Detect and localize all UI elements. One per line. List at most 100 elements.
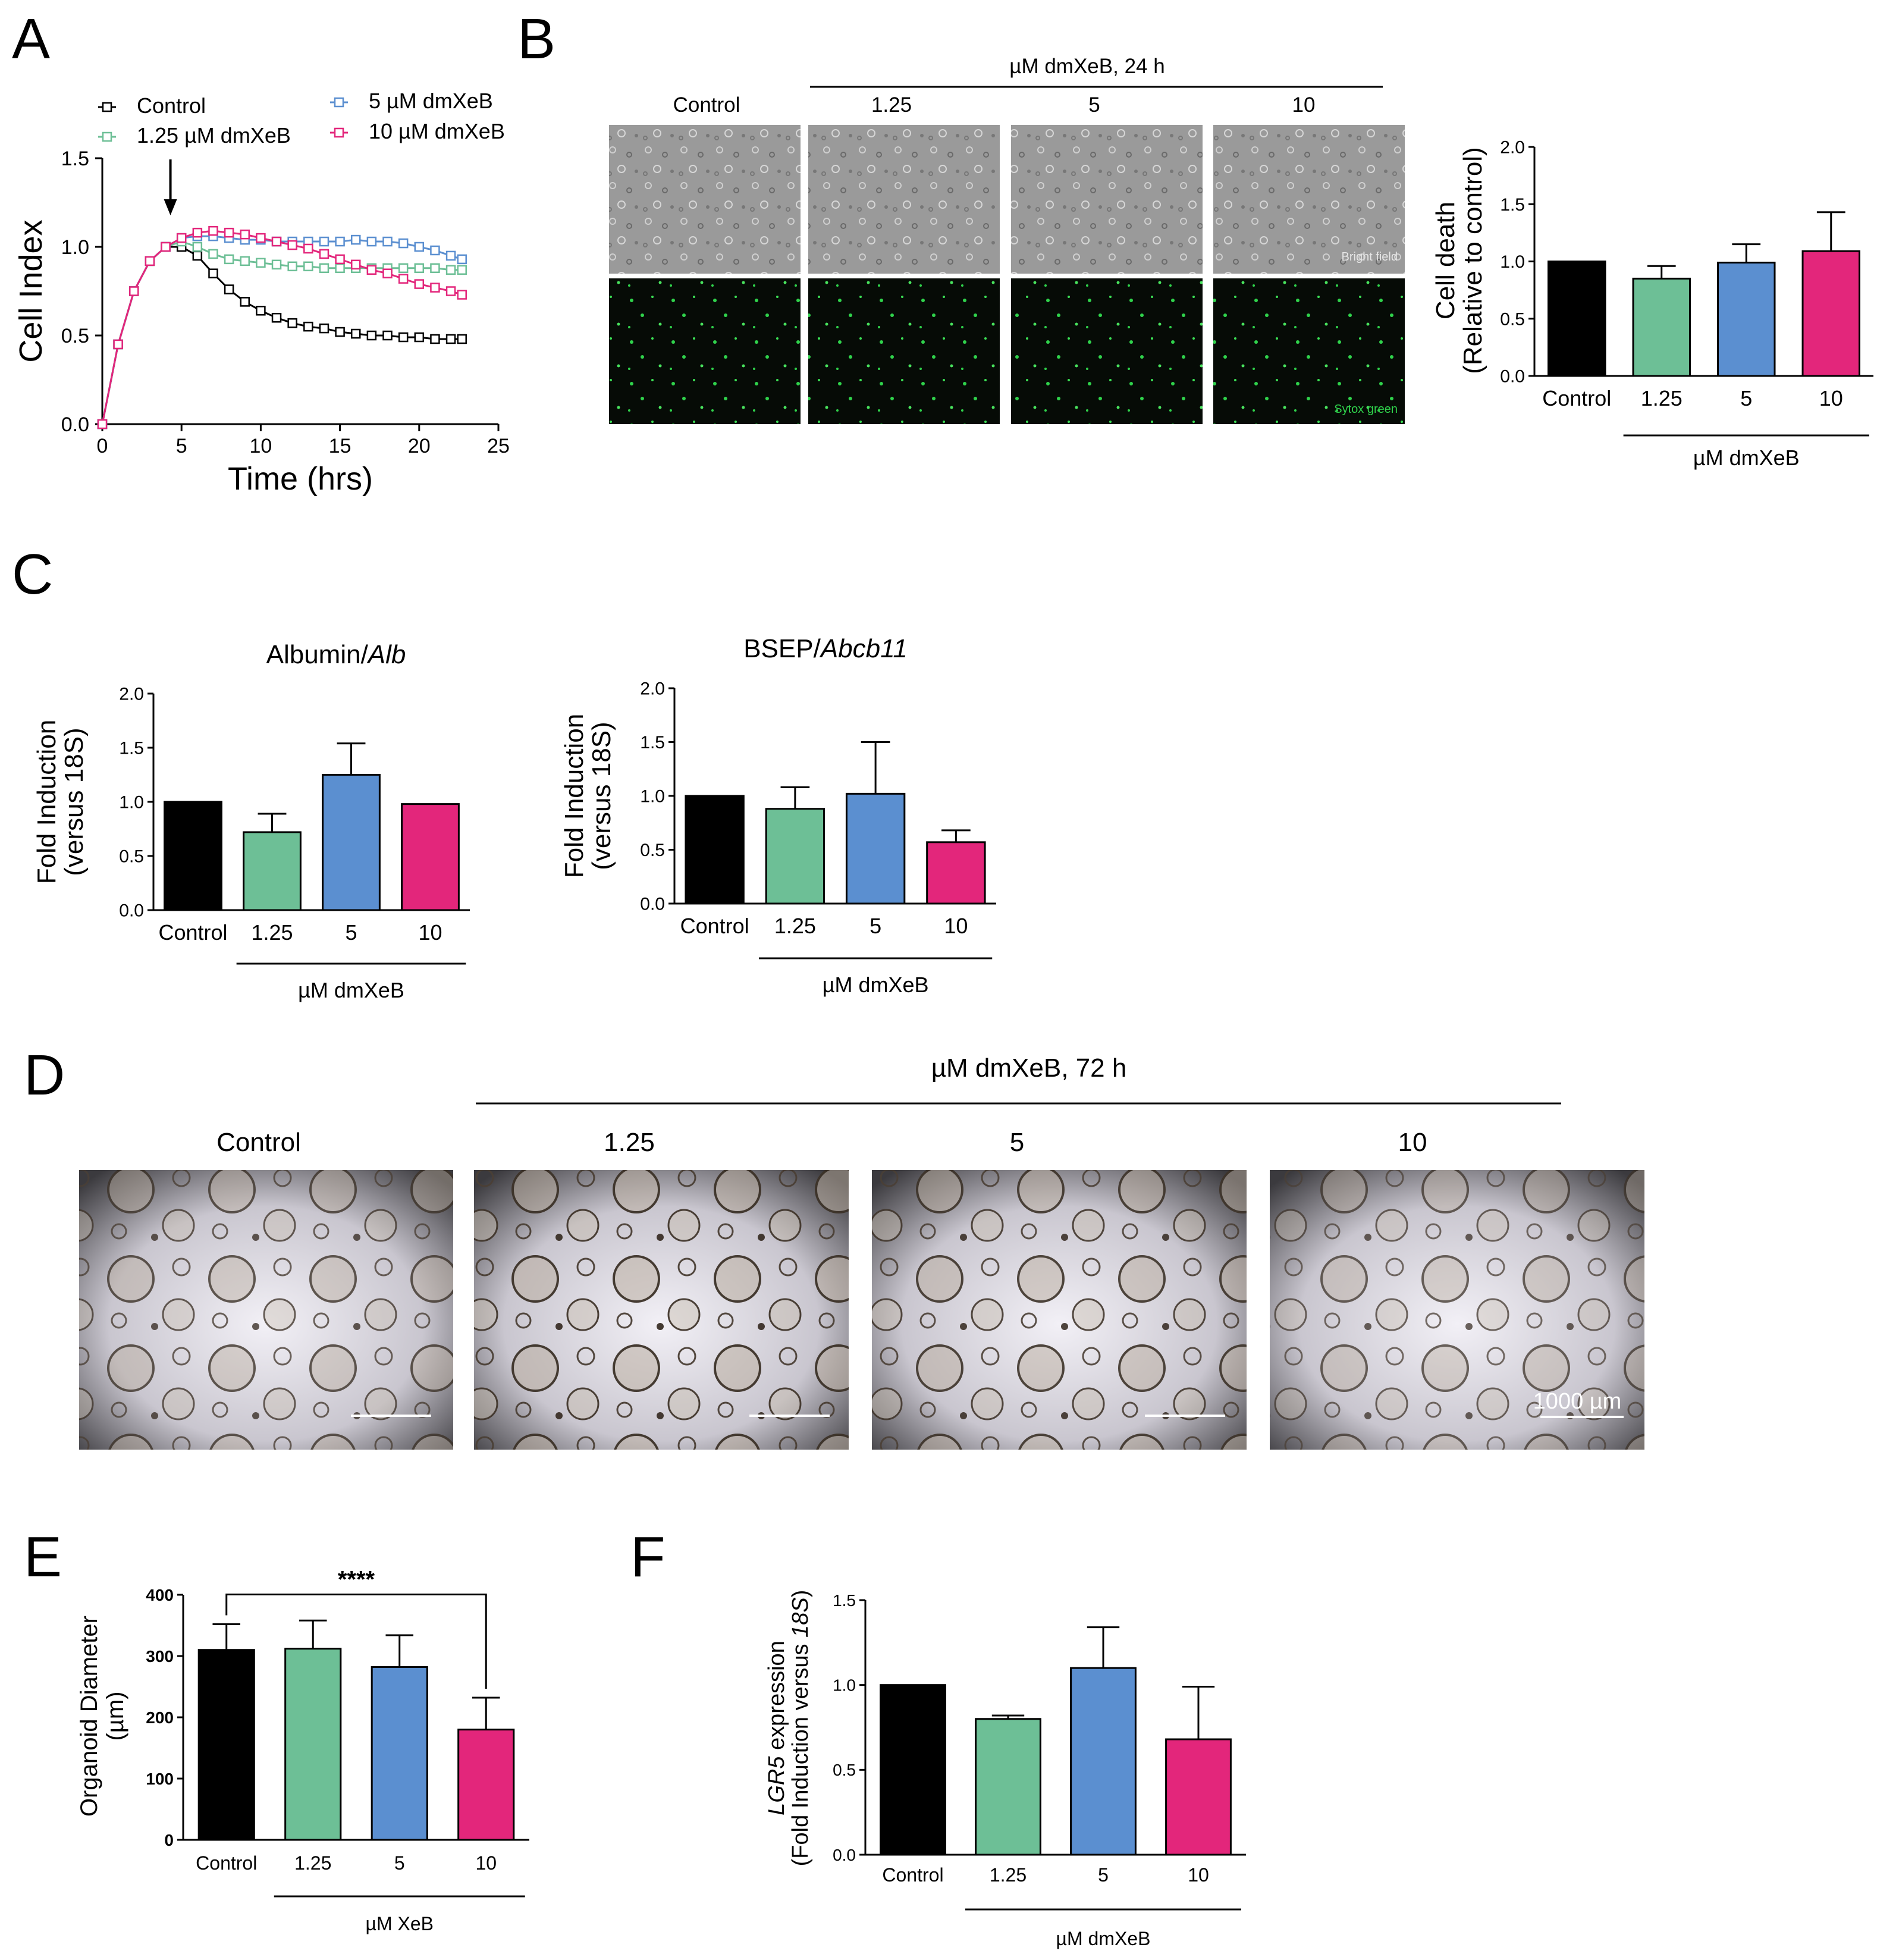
bar xyxy=(401,803,460,911)
image-fluorescence-1-25 xyxy=(808,278,1000,424)
x-tick-label: 1.25 xyxy=(294,1852,331,1874)
y-tick-label: 0.5 xyxy=(1500,309,1525,329)
x-tick-label: 5 xyxy=(176,435,187,457)
y-tick-label: 0.5 xyxy=(833,1761,856,1779)
series-line xyxy=(101,230,463,425)
y-axis-label: (versus 18S) xyxy=(59,727,89,876)
legend-marker xyxy=(102,131,112,142)
y-axis-label-part: (Relative to control) xyxy=(1458,147,1487,374)
d-col-label-control: Control xyxy=(216,1128,301,1157)
data-point xyxy=(240,229,250,240)
y-axis-label-part: ) xyxy=(788,1590,813,1598)
panel-label-d: D xyxy=(24,1043,65,1107)
data-point xyxy=(129,286,139,296)
x-tick-label: Control xyxy=(196,1852,257,1874)
bar xyxy=(1717,261,1776,377)
data-point xyxy=(457,265,467,275)
y-axis-label: (µm) xyxy=(102,1691,128,1741)
bright-field-label: Bright field xyxy=(1342,250,1398,264)
x-tick-label: Control xyxy=(680,914,749,938)
data-point xyxy=(303,243,313,254)
bar xyxy=(197,1649,255,1841)
x-tick-label: Control xyxy=(882,1864,943,1886)
data-point xyxy=(445,250,456,261)
y-tick-label: 1.0 xyxy=(1500,252,1525,272)
y-axis-label: Fold Induction xyxy=(32,720,61,884)
significance-bracket xyxy=(225,1593,487,1689)
b-group-label: µM dmXeB, 24 h xyxy=(1009,55,1164,78)
y-tick-label: 0.5 xyxy=(640,841,665,860)
y-axis-label: (Relative to control) xyxy=(1458,147,1487,374)
data-point xyxy=(192,242,203,252)
image-brightfield-1-25 xyxy=(808,125,1000,274)
data-point xyxy=(208,268,218,278)
chart-title-part: BSEP/ xyxy=(743,634,821,663)
significance-label: **** xyxy=(338,1566,375,1592)
chart-title-part: Alb xyxy=(366,640,406,669)
y-axis-label-part: Organoid Diameter xyxy=(76,1616,102,1817)
y-tick-label: 2.0 xyxy=(119,685,144,704)
bar-chart-organoid-diameter: 0 100 200 300 400 Control 1.25 5 10 µM XeB **** Org… xyxy=(76,1566,529,1934)
legend-label: 1.25 µM dmXeB xyxy=(137,123,291,148)
bar xyxy=(457,1729,515,1841)
bar xyxy=(284,1648,342,1841)
data-point xyxy=(224,254,234,265)
bar-chart-albumin: 0.0 0.5 1.0 1.5 2.0 Control 1.25 5 10 µM dmXeB Alb… xyxy=(32,640,470,1002)
x-tick-label: 5 xyxy=(870,914,881,938)
bar xyxy=(880,1684,946,1856)
y-tick-label: 0.0 xyxy=(61,413,89,436)
bar xyxy=(845,792,906,905)
data-point xyxy=(445,265,456,275)
organoid-image-control xyxy=(79,1170,453,1450)
x-tick-label: Control xyxy=(158,920,227,945)
x-tick-label: 1.25 xyxy=(774,914,816,938)
x-tick-label: 10 xyxy=(1819,386,1843,410)
y-tick-label: 1.5 xyxy=(1500,195,1525,215)
data-point xyxy=(240,297,250,307)
data-point xyxy=(398,263,409,274)
bar-chart-bsep: 0.0 0.5 1.0 1.5 2.0 Control 1.25 5 10 µM dmXeB BSE… xyxy=(560,634,996,997)
x-tick-label: 0 xyxy=(97,435,108,457)
y-tick-label: 400 xyxy=(146,1586,174,1604)
data-point xyxy=(287,261,297,272)
group-label: µM dmXeB xyxy=(1693,446,1800,470)
chart-title-part: Albumin/ xyxy=(266,640,369,669)
y-axis-label-part: 18S xyxy=(788,1597,813,1638)
data-point xyxy=(224,284,234,294)
x-tick-label: 25 xyxy=(487,435,510,457)
y-tick-label: 100 xyxy=(146,1770,174,1788)
y-axis-label-part: Fold Induction xyxy=(32,720,61,884)
x-tick-label: 1.25 xyxy=(990,1864,1027,1886)
x-tick-label: Control xyxy=(1542,386,1611,410)
y-axis-label-part: expression xyxy=(764,1641,789,1756)
d-group-label: µM dmXeB, 72 h xyxy=(931,1053,1127,1083)
chart-title-part: Abcb11 xyxy=(819,634,908,663)
bar xyxy=(1548,261,1606,377)
y-tick-label: 1.0 xyxy=(61,236,89,259)
y-tick-label: 1.5 xyxy=(640,733,665,752)
chart-title: Albumin/Alb xyxy=(266,640,406,669)
data-point xyxy=(457,290,467,300)
y-tick-label: 2.0 xyxy=(1500,138,1525,158)
data-point xyxy=(271,312,282,323)
y-tick-label: 1.0 xyxy=(640,787,665,807)
data-point xyxy=(224,227,234,238)
x-tick-label: 10 xyxy=(249,435,272,457)
y-tick-label: 0 xyxy=(164,1831,174,1849)
x-tick-label: 20 xyxy=(408,435,431,457)
data-point xyxy=(319,263,329,274)
x-tick-label: 1.25 xyxy=(1641,386,1683,410)
d-col-label-10: 10 xyxy=(1398,1128,1427,1157)
bar xyxy=(1165,1738,1232,1856)
data-point xyxy=(382,330,393,341)
chart-title: BSEP/Abcb11 xyxy=(743,634,908,663)
panel-label-b: B xyxy=(517,7,555,71)
x-tick-label: 1.25 xyxy=(251,920,293,945)
image-fluorescence-5 xyxy=(1011,278,1203,424)
data-point xyxy=(97,419,108,429)
bar xyxy=(926,841,986,905)
data-point xyxy=(366,330,377,341)
data-point xyxy=(382,236,393,247)
bar-chart-cell-death: 0.0 0.5 1.0 1.5 2.0 Control 1.25 5 10 µM dmXeB Cel… xyxy=(1431,138,1873,470)
data-point xyxy=(414,263,425,274)
